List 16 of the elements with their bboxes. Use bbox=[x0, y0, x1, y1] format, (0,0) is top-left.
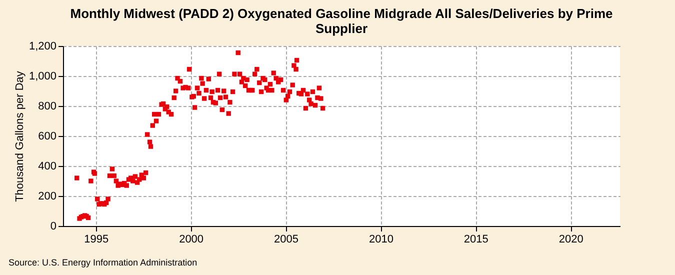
x-tick-label: 2015 bbox=[464, 234, 488, 246]
x-tick-label: 2000 bbox=[179, 234, 204, 246]
source-note: Source: U.S. Energy Information Administration bbox=[8, 258, 198, 268]
x-tick-label: 2010 bbox=[368, 234, 394, 246]
x-tick-label: 2005 bbox=[274, 234, 299, 246]
y-tick-label: 200 bbox=[38, 190, 56, 202]
y-tick-label: 0 bbox=[50, 220, 56, 232]
x-tick-label: 1995 bbox=[84, 234, 109, 246]
y-tick-label: 600 bbox=[38, 130, 56, 142]
y-tick-label: 1,000 bbox=[28, 70, 56, 82]
y-tick-label: 1,200 bbox=[28, 40, 56, 52]
y-axis-title: Thousand Gallons per Day bbox=[14, 70, 26, 202]
y-tick-label: 400 bbox=[38, 160, 56, 172]
x-tick-label: 2020 bbox=[558, 234, 584, 246]
y-tick-label: 800 bbox=[38, 100, 56, 112]
chart-title: Monthly Midwest (PADD 2) Oxygenated Gasoline Midgrade All Sales/Deliveries by Prime Supplier bbox=[70, 6, 613, 36]
